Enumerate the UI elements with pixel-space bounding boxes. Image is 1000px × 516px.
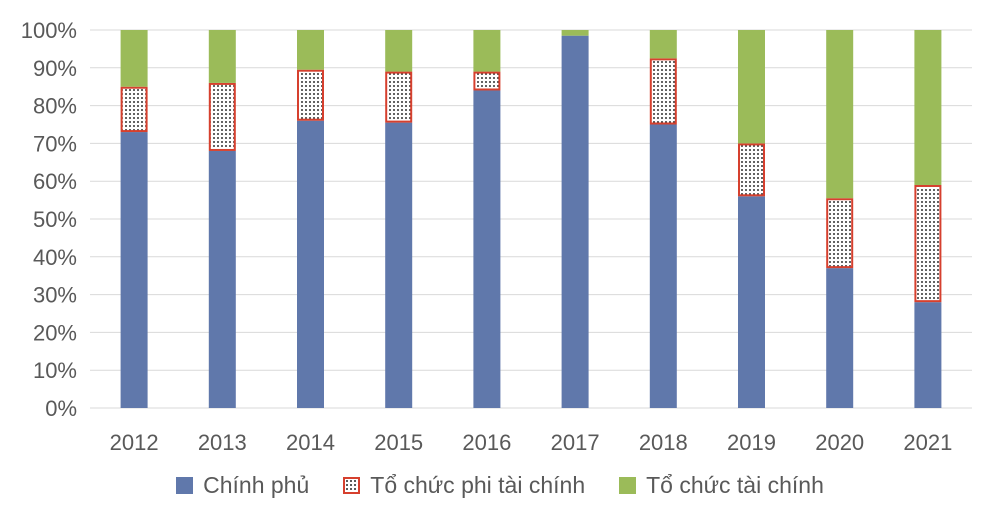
bar-segment-fin xyxy=(738,30,765,144)
bar-segment-nonfin xyxy=(826,198,854,269)
bar-2018 xyxy=(649,30,677,408)
bar-2016 xyxy=(473,30,501,408)
bar-2020 xyxy=(826,30,854,408)
legend-item-fin: Tổ chức tài chính xyxy=(619,472,824,499)
bar-segment-gov xyxy=(738,196,765,408)
x-tick-label: 2020 xyxy=(815,430,864,455)
legend: Chính phủ Tổ chức phi tài chính Tổ chức … xyxy=(0,472,1000,499)
y-tick-label: 30% xyxy=(33,283,77,308)
bar-segment-fin xyxy=(473,30,501,72)
bar-segment-fin xyxy=(385,30,413,72)
bar-2017 xyxy=(561,30,589,409)
bar-segment-fin xyxy=(914,30,942,185)
bar-segment-nonfin xyxy=(649,58,677,125)
x-tick-label: 2018 xyxy=(639,430,688,455)
bar-2021 xyxy=(914,30,942,408)
bar-segment-nonfin xyxy=(297,69,324,121)
bar-segment-fin xyxy=(826,30,854,199)
bar-segment-gov xyxy=(385,122,413,409)
bar-segment-gov xyxy=(826,268,854,408)
bar-2015 xyxy=(385,30,413,409)
legend-swatch-gov xyxy=(176,477,194,494)
bar-segment-gov xyxy=(473,90,501,408)
bar-2014 xyxy=(297,30,324,408)
legend-item-nonfin: Tổ chức phi tài chính xyxy=(343,472,585,499)
y-tick-label: 0% xyxy=(45,396,77,421)
bar-2013 xyxy=(208,30,236,408)
bar-segment-fin xyxy=(297,30,324,70)
y-tick-label: 50% xyxy=(33,207,77,232)
legend-swatch-fin xyxy=(619,477,637,494)
x-axis-tick-labels: 2012 2013 2014 2015 2016 2017 2018 2019 2020 2021 xyxy=(110,430,953,455)
plot-area: 0%10%20%30%40%50%60%70%80%90%100% 2012 20… xyxy=(21,18,972,455)
bar-segment-gov xyxy=(208,150,236,408)
bar-segment-fin xyxy=(649,30,677,59)
x-tick-label: 2021 xyxy=(903,430,952,455)
x-tick-label: 2014 xyxy=(286,430,335,455)
gridlines xyxy=(90,29,972,409)
x-tick-label: 2019 xyxy=(727,430,776,455)
y-tick-label: 100% xyxy=(21,18,77,43)
legend-label-gov: Chính phủ xyxy=(203,472,310,498)
bar-2012 xyxy=(120,30,148,408)
x-tick-label: 2013 xyxy=(198,430,247,455)
bar-segment-nonfin xyxy=(385,71,413,123)
bar-segment-nonfin xyxy=(120,86,148,133)
y-tick-label: 70% xyxy=(33,131,77,156)
bar-segment-fin xyxy=(561,30,589,36)
bars xyxy=(120,30,942,409)
y-tick-label: 60% xyxy=(33,169,77,194)
y-tick-label: 90% xyxy=(33,56,77,81)
bar-segment-gov xyxy=(561,35,589,409)
bar-segment-gov xyxy=(914,302,942,408)
bar-segment-gov xyxy=(649,124,677,408)
legend-label-fin: Tổ chức tài chính xyxy=(646,472,824,498)
bar-segment-gov xyxy=(120,132,148,408)
bar-segment-fin xyxy=(208,30,236,83)
y-tick-label: 80% xyxy=(33,94,77,119)
bar-segment-gov xyxy=(297,120,324,408)
bar-segment-nonfin xyxy=(208,82,236,151)
y-axis-tick-labels: 0% 10% 20% 30% 40% 50% 60% 70% 80% 90% 100% xyxy=(21,18,77,421)
bar-segment-nonfin xyxy=(738,143,765,197)
x-tick-label: 2017 xyxy=(551,430,600,455)
x-tick-label: 2012 xyxy=(110,430,159,455)
x-tick-label: 2015 xyxy=(374,430,423,455)
y-tick-label: 20% xyxy=(33,320,77,345)
bar-segment-nonfin xyxy=(914,184,942,303)
bar-2019 xyxy=(738,30,765,408)
legend-swatch-nonfin xyxy=(343,477,361,494)
legend-item-gov: Chính phủ xyxy=(176,472,309,499)
bar-segment-fin xyxy=(120,30,148,87)
x-tick-label: 2016 xyxy=(462,430,511,455)
y-tick-label: 10% xyxy=(33,358,77,383)
legend-label-nonfin: Tổ chức phi tài chính xyxy=(370,472,586,498)
bar-segment-nonfin xyxy=(473,71,501,91)
y-tick-label: 40% xyxy=(33,245,77,270)
